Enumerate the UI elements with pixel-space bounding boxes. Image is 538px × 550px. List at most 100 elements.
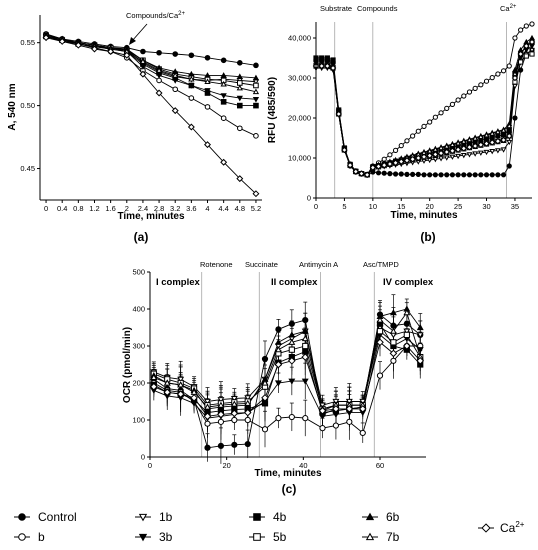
panel-c-point-7b-4 <box>204 403 211 410</box>
legend-marker-3b <box>138 533 148 542</box>
panel-b-point-b-34 <box>506 63 512 69</box>
panel-b-point-1b-32 <box>494 148 501 154</box>
panel-a-ytick-label-1: 0.50 <box>20 101 35 110</box>
panel-b-point-control-20 <box>427 172 433 178</box>
panel-a-point-control-11 <box>220 57 227 64</box>
legend-symbol-6b <box>365 512 375 521</box>
panel-b-point-control-30 <box>483 172 490 178</box>
panel-c-ytick-label-2: 200 <box>132 379 145 388</box>
panel-b-point-1b-24 <box>449 154 456 160</box>
legend: Control b 1b 3b 4b 5b <box>14 510 525 544</box>
panel-c-point-ca-13 <box>332 405 340 413</box>
panel-a-point-control-12 <box>237 60 243 66</box>
panel-b-point-1b-29 <box>477 150 484 156</box>
legend-label-control: Control <box>38 510 77 524</box>
panel-c-point-7b-11 <box>301 334 309 342</box>
panel-b-point-ca-26 <box>460 145 468 152</box>
legend-label-3b: 3b <box>159 530 173 544</box>
panel-c-point-7b-6 <box>230 400 238 407</box>
panel-b-point-control-12 <box>381 170 387 176</box>
panel-c-point-ca-10 <box>288 356 296 365</box>
panel-b-point-b-19 <box>421 123 427 130</box>
panel-c-point-b-6 <box>231 416 238 424</box>
panel-b-point-b-27 <box>466 89 473 95</box>
panel-b-point-control-15 <box>398 171 404 177</box>
legend-symbol-1b <box>138 513 148 522</box>
legend-label-7b: 7b <box>386 530 400 544</box>
panel-b-point-ca-23 <box>443 148 450 156</box>
panel-b-point-ca-21 <box>432 151 439 158</box>
panel-c-point-ca-15 <box>358 405 367 413</box>
legend-marker-control <box>18 513 26 521</box>
panel-c-series-line-3b <box>153 334 421 419</box>
panel-b-point-ca-27 <box>466 143 473 151</box>
panel-b-point-b-29 <box>478 82 484 88</box>
panel-c-point-b-7 <box>244 416 251 424</box>
panel-c-point-6b-19 <box>416 323 424 331</box>
caption-c: (c) <box>282 482 297 496</box>
panel-b-point-ca-4 <box>335 110 342 118</box>
panel-c-point-1b-18 <box>403 328 411 335</box>
panel-b: 0 5 10 15 20 25 30 35 0 10,000 20,000 30,000 40,000… <box>267 4 536 244</box>
panel-a-point-ca-5 <box>123 51 131 59</box>
panel-c-point-control-17 <box>390 322 397 329</box>
panel-b-point-control-35 <box>512 115 518 121</box>
panel-b-point-control-16 <box>404 171 410 177</box>
legend-item-control: Control <box>14 510 77 524</box>
panel-a-point-7b-6 <box>139 58 147 64</box>
legend-label-6b: 6b <box>386 510 400 524</box>
panel-b-point-ca-2 <box>324 62 331 70</box>
panel-c-point-7b-10 <box>288 338 296 345</box>
panel-c-point-b-16 <box>376 372 384 379</box>
legend-marker-4b <box>253 513 261 521</box>
panel-a-point-ca-6 <box>139 70 147 78</box>
panel-b-series <box>312 21 536 179</box>
panel-c-point-6b-9 <box>274 338 282 345</box>
panel-c-ytick-label-5: 500 <box>132 268 145 277</box>
panel-b-annotation-substrate: Substrate <box>320 4 352 13</box>
panel-c-point-ca-18 <box>403 342 411 350</box>
panel-c-point-ca-1 <box>163 388 172 397</box>
panel-c-point-b-4 <box>204 420 211 427</box>
panel-c-point-5b-16 <box>376 328 384 335</box>
legend-symbol-3b <box>138 533 148 542</box>
panel-c-point-7b-18 <box>403 309 411 316</box>
panel-b-point-1b-33 <box>500 147 507 153</box>
panel-c-ytick-label-4: 400 <box>132 305 145 314</box>
legend-label-ca: Ca2+ <box>500 520 525 535</box>
panel-b-point-ca-25 <box>454 146 462 153</box>
panel-a-arrow <box>131 23 148 42</box>
panel-b-point-7b-30 <box>483 132 490 138</box>
panel-a-point-7b-12 <box>236 84 243 91</box>
panel-c-point-control-6 <box>231 441 238 448</box>
panel-c-point-control-4 <box>204 444 211 451</box>
panel-b-point-7b-34 <box>506 122 513 129</box>
panel-b-point-7b-25 <box>455 140 462 146</box>
panel-b-point-4b-31 <box>489 135 495 141</box>
panel-b-point-control-27 <box>466 172 473 178</box>
legend-symbol-ca <box>481 523 491 533</box>
panel-c-annotation-asc-tmpd: Asc/TMPD <box>363 260 399 269</box>
panel-b-point-1b-26 <box>460 153 467 159</box>
panel-a-xtick-label-8: 3.2 <box>170 204 180 213</box>
panel-b-point-1b-23 <box>443 155 450 161</box>
panel-b-point-ca-35 <box>511 74 519 82</box>
panel-b-point-control-32 <box>495 172 501 178</box>
panel-c-point-1b-2 <box>177 376 185 383</box>
panel-a-ytick-label-2: 0.55 <box>20 38 35 47</box>
panel-b-point-ca-3 <box>329 64 337 72</box>
panel-b-point-1b-20 <box>426 157 433 164</box>
panel-b-point-control-13 <box>387 171 393 177</box>
panel-a-point-5b-12 <box>237 80 243 86</box>
panel-c-xtick-label-3: 60 <box>376 461 384 470</box>
panel-a-point-4b-11 <box>220 99 227 105</box>
panel-b-point-7b-27 <box>466 136 473 143</box>
caption-b: (b) <box>420 230 435 244</box>
panel-a-point-ca-1 <box>58 37 66 45</box>
legend-marker-6b <box>365 512 375 521</box>
legend-marker-5b <box>253 533 261 541</box>
panel-b-point-control-33 <box>500 172 507 178</box>
panel-c-xtick-label-1: 20 <box>222 461 230 470</box>
panel-b-point-control-14 <box>392 171 399 177</box>
panel-b-point-b-23 <box>444 105 450 112</box>
